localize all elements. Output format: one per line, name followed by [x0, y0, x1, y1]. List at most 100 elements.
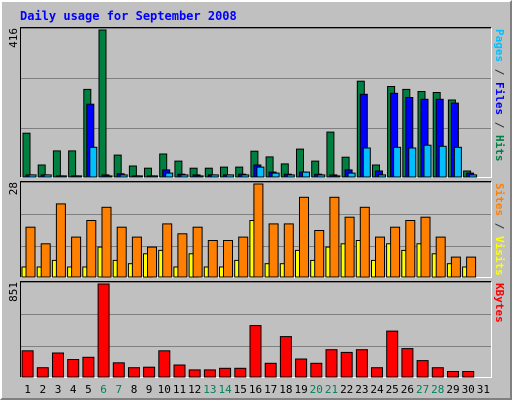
- side-label-part-5: Hits: [493, 135, 506, 162]
- bar-kbytes-day-13: [203, 369, 216, 378]
- y-max-label: 28: [7, 182, 20, 195]
- bar-pages-day-21: [332, 175, 341, 178]
- bar-pages-day-9: [150, 175, 158, 178]
- bar-pages-day-5: [89, 146, 98, 178]
- bar-pages-day-16: [256, 166, 265, 178]
- bar-sites-day-8: [131, 236, 142, 278]
- bar-pages-day-22: [347, 172, 356, 178]
- bar-pages-day-20: [317, 174, 326, 178]
- bar-sites-day-30: [466, 256, 477, 278]
- bar-sites-day-7: [116, 226, 127, 278]
- x-tick-label-21: 21: [325, 383, 338, 396]
- side-label-part-1: Pages: [493, 29, 506, 62]
- x-tick-label-20: 20: [310, 383, 323, 396]
- bar-pages-day-4: [74, 175, 83, 178]
- bar-hits-day-6: [98, 29, 107, 178]
- x-tick-label-3: 3: [55, 383, 62, 396]
- bar-kbytes-day-5: [82, 356, 95, 378]
- series-side-label: Sites / Visits: [493, 183, 506, 276]
- x-tick-label-31: 31: [477, 383, 490, 396]
- bar-pages-day-14: [226, 174, 234, 178]
- panel-sites-visits: 28 Sites / Visits: [7, 181, 506, 278]
- bar-hits-day-3: [52, 150, 61, 178]
- bar-sites-day-16: [253, 183, 264, 278]
- bar-kbytes-day-22: [340, 351, 353, 378]
- bar-kbytes-day-20: [310, 362, 323, 378]
- bar-kbytes-day-8: [128, 367, 140, 378]
- bar-pages-day-2: [43, 174, 52, 178]
- bar-pages-day-25: [393, 146, 402, 178]
- bar-kbytes-day-3: [52, 352, 64, 378]
- bar-sites-day-15: [238, 236, 249, 278]
- bar-sites-day-9: [147, 246, 157, 278]
- x-tick-label-26: 26: [401, 383, 414, 396]
- x-tick-label-7: 7: [115, 383, 122, 396]
- bar-kbytes-day-29: [447, 371, 459, 378]
- plot-border-dark: [20, 281, 492, 378]
- x-tick-label-19: 19: [294, 383, 307, 396]
- bar-kbytes-day-10: [158, 350, 171, 378]
- bar-sites-day-1: [25, 226, 36, 278]
- bar-kbytes-day-26: [401, 348, 414, 378]
- bar-sites-day-22: [344, 216, 355, 278]
- x-tick-label-4: 4: [70, 383, 77, 396]
- series-side-label: KBytes: [493, 283, 506, 323]
- x-tick-label-9: 9: [146, 383, 153, 396]
- bar-sites-day-5: [86, 220, 97, 278]
- x-tick-label-14: 14: [218, 383, 232, 396]
- x-tick-label-25: 25: [386, 383, 399, 396]
- bar-sites-day-29: [450, 256, 461, 278]
- bar-kbytes-day-24: [371, 367, 383, 378]
- bar-pages-day-17: [271, 172, 280, 178]
- side-label-part-2: /: [493, 216, 506, 236]
- x-tick-label-13: 13: [203, 383, 216, 396]
- bar-pages-day-27: [423, 144, 432, 178]
- bar-sites-day-11: [177, 233, 188, 278]
- chart-title: Daily usage for September 2008: [20, 9, 237, 23]
- side-label-part-1: Sites: [493, 183, 506, 216]
- bar-pages-day-8: [134, 175, 143, 178]
- bar-pages-day-15: [241, 174, 250, 178]
- bar-hits-day-1: [22, 132, 31, 178]
- bar-sites-day-12: [192, 226, 203, 278]
- bar-sites-day-28: [435, 236, 446, 278]
- bar-kbytes-day-28: [431, 367, 444, 378]
- side-label-part-3: Visits: [493, 236, 506, 276]
- bar-pages-day-6: [104, 175, 113, 178]
- side-label-part-4: /: [493, 115, 506, 135]
- x-tick-label-30: 30: [462, 383, 475, 396]
- bar-kbytes-day-15: [234, 367, 247, 378]
- plot-border-dark: [20, 27, 492, 178]
- y-max-label: 416: [7, 28, 20, 48]
- bar-sites-day-14: [223, 240, 233, 278]
- bar-kbytes-day-19: [295, 358, 308, 378]
- x-tick-label-10: 10: [158, 383, 171, 396]
- x-tick-label-16: 16: [249, 383, 262, 396]
- side-label-part-3: Files: [493, 82, 506, 115]
- bar-kbytes-day-23: [355, 349, 368, 378]
- bar-pages-day-19: [302, 171, 310, 178]
- bar-sites-day-24: [375, 236, 385, 278]
- x-tick-label-2: 2: [39, 383, 46, 396]
- bar-kbytes-day-11: [173, 364, 186, 378]
- bar-kbytes-day-25: [386, 330, 399, 378]
- bar-kbytes-day-18: [279, 336, 292, 378]
- x-tick-label-27: 27: [416, 383, 429, 396]
- bar-hits-day-4: [68, 150, 77, 178]
- x-tick-label-12: 12: [188, 383, 201, 396]
- x-tick-label-18: 18: [279, 383, 292, 396]
- bar-sites-day-2: [40, 243, 51, 278]
- x-tick-label-1: 1: [24, 383, 31, 396]
- bar-pages-day-13: [210, 174, 219, 178]
- x-tick-label-24: 24: [370, 383, 384, 396]
- bar-sites-day-18: [283, 223, 294, 278]
- side-label-part-2: /: [493, 62, 506, 82]
- x-tick-label-15: 15: [234, 383, 247, 396]
- bar-kbytes-day-17: [264, 362, 277, 378]
- bar-pages-day-26: [408, 147, 417, 178]
- panel-kbytes: 851 KBytes: [7, 281, 506, 378]
- bar-kbytes-day-14: [219, 367, 232, 378]
